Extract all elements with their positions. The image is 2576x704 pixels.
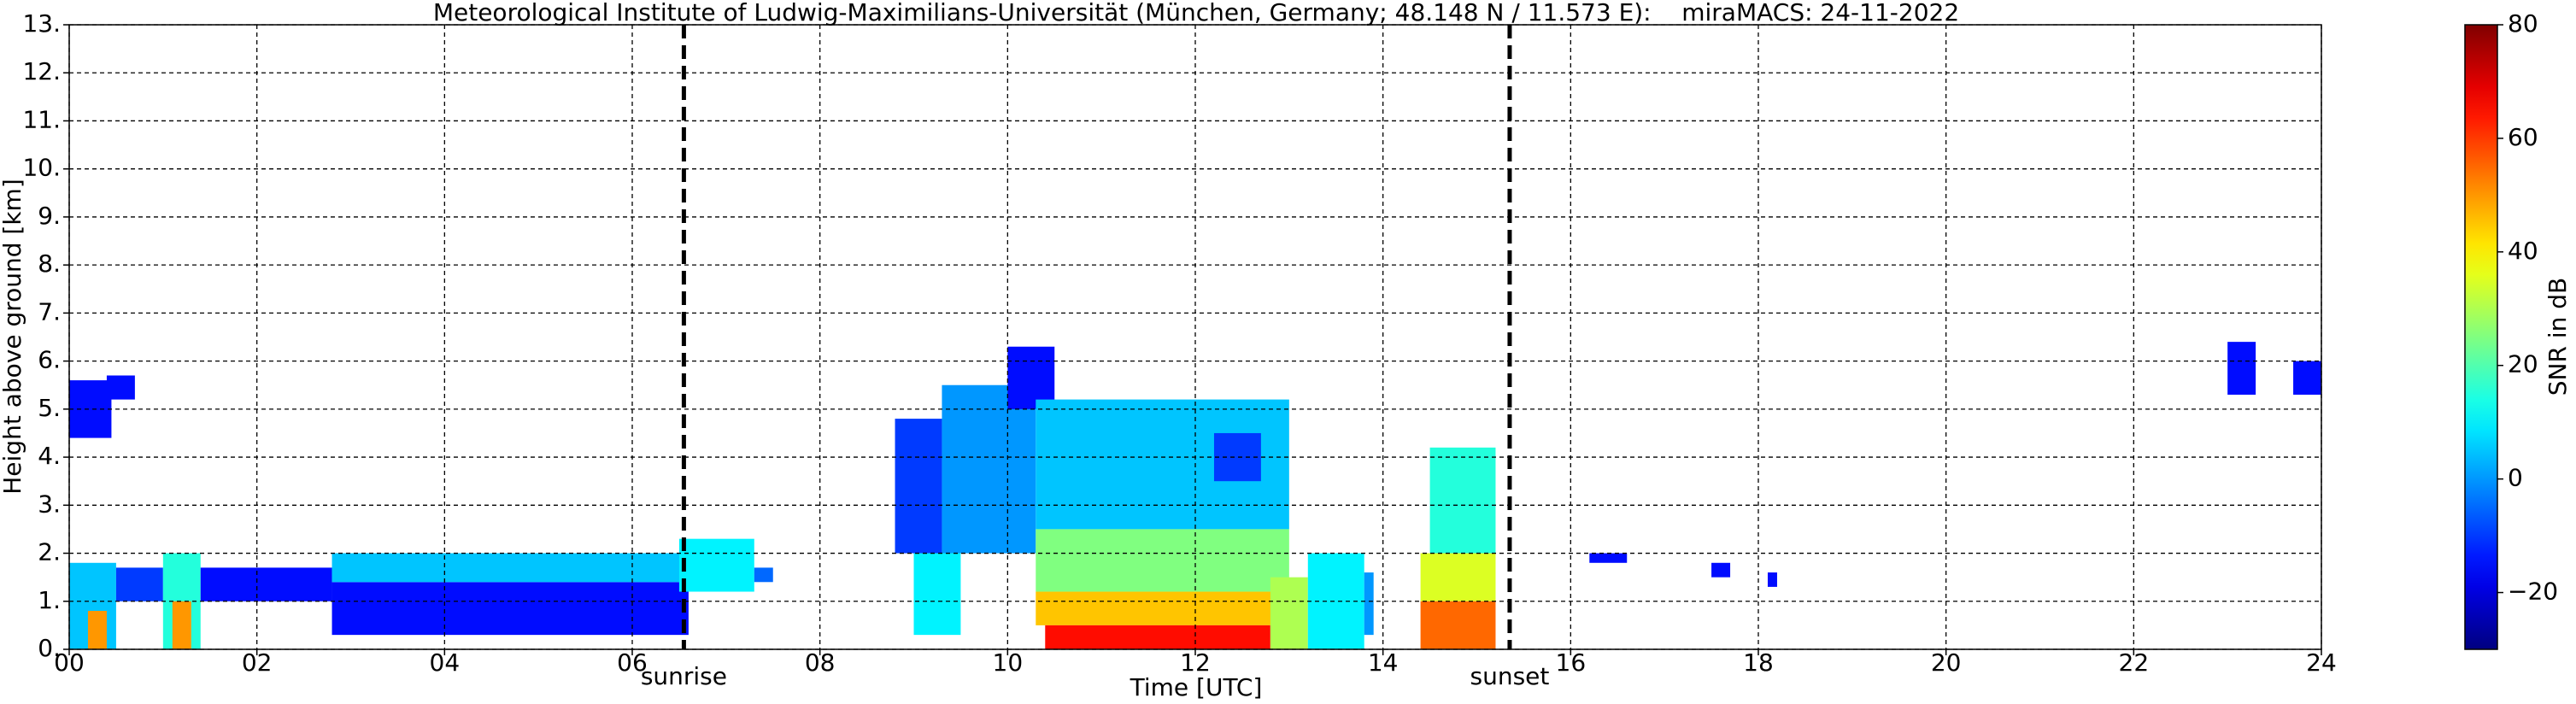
x-tick-label: 22 [2119, 648, 2150, 677]
x-tick-label: 20 [1931, 648, 1962, 677]
y-tick-label: 5. [38, 394, 61, 422]
echo-cell [1420, 601, 1496, 649]
y-tick-label: 12. [22, 57, 61, 85]
y-tick-label: 9. [38, 202, 61, 230]
echo-cell [106, 375, 135, 400]
x-tick-label: 06 [617, 648, 648, 677]
colorbar-tick-label: 20 [2508, 350, 2538, 378]
echo-cell [1429, 447, 1496, 554]
echo-cell [895, 419, 942, 554]
echo-cell [172, 601, 191, 649]
echo-cell [115, 567, 163, 601]
colorbar-tick-label: 40 [2508, 237, 2538, 265]
x-tick-label: 04 [430, 648, 461, 677]
y-tick-label: 13. [22, 9, 61, 38]
echo-cell [332, 553, 689, 583]
y-tick-label: 6. [38, 346, 61, 374]
colorbar-tick-label: −20 [2508, 578, 2558, 606]
echo-cell [1767, 572, 1777, 587]
plot-area [69, 342, 2321, 649]
x-axis-label: Time [UTC] [1130, 673, 1263, 701]
echo-cell [87, 611, 107, 649]
y-tick-label: 2. [38, 538, 61, 566]
y-tick-label: 10. [22, 154, 61, 182]
echo-cell [2227, 342, 2256, 395]
y-tick-label: 1. [38, 586, 61, 614]
echo-cell [1420, 553, 1496, 601]
echo-cell [1711, 562, 1731, 578]
echo-cell [1007, 346, 1055, 409]
echo-cell [942, 384, 1036, 554]
echo-cell [1589, 553, 1628, 563]
echo-cell [1270, 577, 1308, 649]
plot-frame [68, 24, 2322, 650]
x-tick-label: 08 [805, 648, 836, 677]
echo-cell [1045, 625, 1270, 649]
x-tick-label: 12 [1180, 648, 1211, 677]
echo-cell [1036, 591, 1289, 625]
echo-cell [754, 567, 773, 583]
x-tick-label: 10 [993, 648, 1024, 677]
y-tick-label: 7. [38, 297, 61, 326]
annotation-label: sunrise [641, 662, 727, 690]
echo-cell [913, 553, 961, 636]
y-tick-label: 4. [38, 442, 61, 470]
colorbar-tick-label: 60 [2508, 123, 2538, 151]
chart-title: Meteorological Institute of Ludwig-Maxim… [433, 0, 1959, 26]
colorbar-label: SNR in dB [2544, 278, 2572, 396]
echo-cell [1213, 432, 1261, 482]
x-tick-label: 16 [1556, 648, 1587, 677]
colorbar [2464, 24, 2498, 650]
y-tick-label: 8. [38, 249, 61, 278]
echo-cell [1036, 529, 1289, 592]
echo-cell [2293, 361, 2321, 395]
colorbar-tick-label: 80 [2508, 9, 2538, 38]
x-tick-label: 14 [1368, 648, 1399, 677]
x-tick-label: 00 [54, 648, 85, 677]
echo-cell [332, 582, 689, 636]
y-axis-label: Height above ground [km] [0, 179, 26, 495]
x-tick-label: 18 [1743, 648, 1774, 677]
x-tick-label: 24 [2306, 648, 2337, 677]
y-tick-label: 11. [22, 105, 61, 133]
x-tick-label: 02 [242, 648, 273, 677]
colorbar-tick-label: 0 [2508, 464, 2523, 492]
y-tick-label: 3. [38, 490, 61, 518]
echo-cell [1364, 572, 1374, 636]
y-tick-label: 0. [38, 634, 61, 662]
echo-cell [69, 380, 112, 438]
echo-cell [200, 567, 332, 601]
annotation-label: sunset [1470, 662, 1550, 690]
echo-cell [678, 538, 754, 592]
